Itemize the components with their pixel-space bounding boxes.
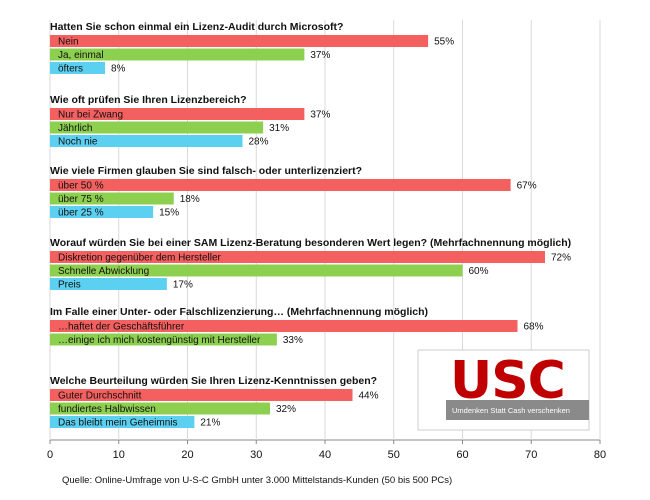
bar-label: fundiertes Halbwissen (58, 404, 156, 415)
x-tick-label: 10 (113, 449, 125, 461)
bar-red (50, 179, 511, 191)
question-title: Wie viele Firmen glauben Sie sind falsch… (50, 165, 362, 177)
bar-value-label: 68% (524, 322, 544, 333)
bar-label: Jährlich (58, 123, 92, 134)
bar-green (50, 48, 305, 61)
x-tick-label: 80 (594, 449, 606, 461)
logo-tagline: Umdenken Statt Cash verschenken (452, 406, 570, 415)
bar-value-label: 21% (200, 418, 220, 429)
bar-value-label: 17% (173, 280, 193, 291)
bar-green (50, 402, 270, 415)
bar-value-label: 15% (159, 208, 179, 219)
bar-label: öfters (58, 64, 83, 75)
bar-label: Das bleibt mein Geheimnis (58, 418, 178, 429)
bar-label: über 50 % (58, 181, 104, 192)
bar-label: …einige ich mich kostengünstig mit Herst… (58, 335, 261, 346)
bar-value-label: 33% (283, 335, 303, 346)
bar-value-label: 28% (249, 137, 269, 148)
bar-groups: Hatten Sie schon einmal ein Lizenz-Audit… (50, 21, 571, 429)
usc-logo: USC Umdenken Statt Cash verschenken (417, 349, 590, 431)
question-title: Wie oft prüfen Sie Ihren Lizenzbereich? (50, 94, 247, 106)
question-group: Welche Beurteilung würden Sie Ihren Lize… (50, 375, 379, 429)
bar-value-label: 72% (551, 253, 571, 264)
bar-label: über 75 % (58, 194, 104, 205)
bar-label: Diskretion gegenüber dem Hersteller (58, 253, 222, 264)
gridlines (49, 20, 601, 440)
bar-label: Guter Durchschnitt (58, 391, 142, 402)
bar-blue (50, 278, 167, 290)
x-tick-label: 0 (47, 449, 53, 461)
x-tick-label: 60 (456, 449, 468, 461)
bar-value-label: 18% (180, 194, 200, 205)
bar-label: Schnelle Abwicklung (58, 266, 149, 277)
question-group: Hatten Sie schon einmal ein Lizenz-Audit… (50, 21, 454, 75)
bar-green (50, 121, 264, 134)
x-axis-ticks: 0 10 20 30 40 50 60 70 80 (47, 440, 606, 461)
bar-label: Nur bei Zwang (58, 110, 123, 121)
bar-blue (50, 135, 243, 147)
question-title: Im Falle einer Unter- oder Falschlizenzi… (50, 306, 428, 318)
bar-label: Noch nie (58, 137, 98, 148)
question-title: Hatten Sie schon einmal ein Lizenz-Audit… (50, 21, 343, 33)
bar-blue (50, 416, 195, 428)
x-tick-label: 20 (181, 449, 193, 461)
bar-blue (50, 62, 105, 74)
question-group: Im Falle einer Unter- oder Falschlizenzi… (50, 306, 544, 346)
bar-green (50, 264, 463, 277)
bar-label: Ja, einmal (58, 50, 104, 61)
question-group: Wie oft prüfen Sie Ihren Lizenzbereich? N… (50, 94, 330, 148)
bar-red (50, 108, 305, 120)
question-title: Worauf würden Sie bei einer SAM Lizenz-B… (50, 237, 571, 249)
bar-value-label: 44% (359, 391, 379, 402)
x-tick-label: 40 (319, 449, 331, 461)
question-title: Welche Beurteilung würden Sie Ihren Lize… (50, 375, 377, 387)
bar-red (50, 35, 429, 47)
bar-blue (50, 206, 154, 218)
bar-value-label: 37% (310, 110, 330, 121)
bar-green (50, 333, 277, 346)
source-note: Quelle: Online-Umfrage von U-S-C GmbH un… (62, 475, 452, 486)
bar-value-label: 55% (434, 37, 454, 48)
x-tick-label: 30 (250, 449, 262, 461)
bar-green (50, 192, 174, 205)
x-tick-label: 50 (388, 449, 400, 461)
logo-text: USC (450, 351, 565, 411)
bar-value-label: 31% (269, 123, 289, 134)
bar-red (50, 320, 518, 332)
bar-red (50, 389, 353, 401)
bar-label: Preis (58, 280, 81, 291)
bar-value-label: 32% (276, 404, 296, 415)
bar-label: über 25 % (58, 208, 104, 219)
question-group: Wie viele Firmen glauben Sie sind falsch… (50, 165, 537, 219)
bar-label: Nein (58, 37, 79, 48)
bar-label: …haftet der Geschäftsführer (58, 322, 185, 333)
bar-value-label: 8% (111, 64, 126, 75)
question-group: Worauf würden Sie bei einer SAM Lizenz-B… (50, 237, 571, 291)
bar-value-label: 37% (310, 50, 330, 61)
x-tick-label: 70 (525, 449, 537, 461)
logo-shadow-bar (446, 400, 589, 420)
bar-red (50, 251, 545, 263)
bar-value-label: 60% (469, 266, 489, 277)
bar-value-label: 67% (517, 181, 537, 192)
